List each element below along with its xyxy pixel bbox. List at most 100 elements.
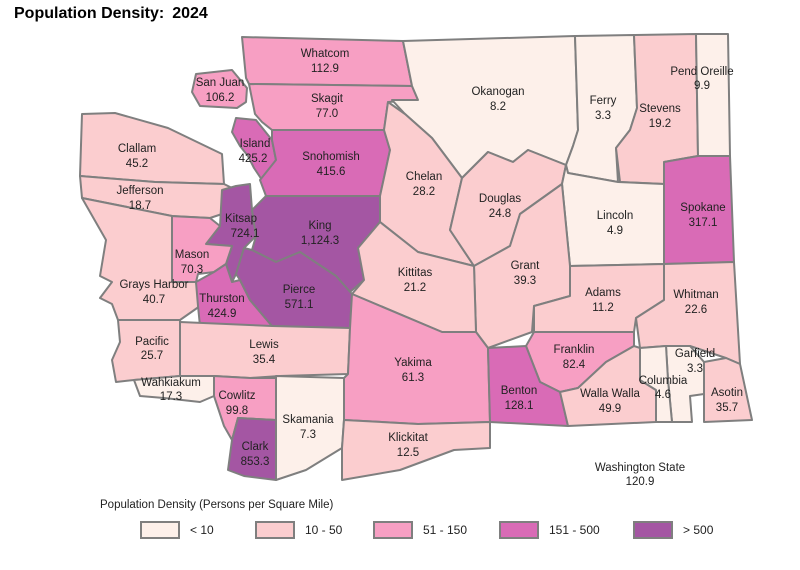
label-clallam-value: 45.2 xyxy=(126,158,148,170)
legend-item-gt500: > 500 xyxy=(633,521,748,539)
label-kitsap-name: Kitsap xyxy=(225,213,257,225)
label-lewis-value: 35.4 xyxy=(253,354,276,366)
label-island-value: 425.2 xyxy=(239,153,268,165)
label-columbia-value: 4.6 xyxy=(655,389,671,401)
label-adams-value: 11.2 xyxy=(592,302,614,314)
county-snohomish[interactable] xyxy=(259,129,391,197)
label-spokane-name: Spokane xyxy=(680,202,725,214)
label-wallawalla-value: 49.9 xyxy=(599,403,621,415)
state-total: Washington State 120.9 xyxy=(590,461,690,489)
label-douglas-value: 24.8 xyxy=(489,208,511,220)
label-asotin-value: 35.7 xyxy=(716,402,738,414)
label-wahkiakum-name: Wahkiakum xyxy=(141,377,201,389)
label-skamania-value: 7.3 xyxy=(300,429,316,441)
label-chelan-name: Chelan xyxy=(406,171,442,183)
label-clallam-name: Clallam xyxy=(118,143,156,155)
label-garfield-value: 3.3 xyxy=(687,363,703,375)
county-island[interactable] xyxy=(231,117,277,181)
county-clark[interactable] xyxy=(227,417,277,481)
label-mason-value: 70.3 xyxy=(181,264,203,276)
state-total-value: 120.9 xyxy=(625,476,655,488)
legend-swatch xyxy=(255,521,295,539)
legend-label: > 500 xyxy=(683,523,714,537)
label-whitman-value: 22.6 xyxy=(685,304,707,316)
label-thurston-name: Thurston xyxy=(199,293,244,305)
label-lincoln-value: 4.9 xyxy=(607,225,623,237)
label-klickitat-name: Klickitat xyxy=(388,432,428,444)
label-skagit-name: Skagit xyxy=(311,93,344,105)
county-pend-oreille[interactable] xyxy=(695,33,731,157)
county-san-juan[interactable] xyxy=(191,69,248,109)
label-pacific-name: Pacific xyxy=(135,336,169,348)
label-graysharbor-value: 40.7 xyxy=(143,294,165,306)
label-cowlitz-name: Cowlitz xyxy=(218,390,255,402)
label-whatcom-name: Whatcom xyxy=(301,48,350,60)
legend-swatch xyxy=(633,521,673,539)
legend-swatch xyxy=(140,521,180,539)
label-asotin-name: Asotin xyxy=(711,387,743,399)
label-kittitas-value: 21.2 xyxy=(404,282,426,294)
label-king-name: King xyxy=(308,220,331,232)
label-douglas-name: Douglas xyxy=(479,193,521,205)
legend-swatch xyxy=(499,521,539,539)
label-wahkiakum-value: 17.3 xyxy=(160,391,182,403)
legend-label: 151 - 500 xyxy=(549,523,600,537)
label-whitman-name: Whitman xyxy=(673,289,718,301)
legend-item-51-150: 51 - 150 xyxy=(373,521,499,539)
county-wahkiakum[interactable] xyxy=(133,375,215,403)
legend-label: 51 - 150 xyxy=(423,523,468,537)
county-klickitat[interactable] xyxy=(341,419,491,481)
legend-item-151-500: 151 - 500 xyxy=(499,521,633,539)
label-okanogan-value: 8.2 xyxy=(490,101,506,113)
label-okanogan-name: Okanogan xyxy=(471,86,524,98)
label-adams-name: Adams xyxy=(585,287,621,299)
state-total-name: Washington State xyxy=(594,462,686,474)
label-jefferson-name: Jefferson xyxy=(116,185,163,197)
legend-item-10-50: 10 - 50 xyxy=(255,521,373,539)
county-columbia[interactable] xyxy=(639,345,673,423)
label-whatcom-value: 112.9 xyxy=(311,63,339,75)
label-cowlitz-value: 99.8 xyxy=(226,405,248,417)
label-skamania-name: Skamania xyxy=(282,414,334,426)
label-stevens-name: Stevens xyxy=(639,103,681,115)
label-pendoreille-name: Pend Oreille xyxy=(670,66,733,78)
label-skagit-value: 77.0 xyxy=(316,108,338,120)
label-yakima-name: Yakima xyxy=(394,357,432,369)
label-franklin-value: 82.4 xyxy=(563,359,586,371)
label-grant-value: 39.3 xyxy=(514,275,536,287)
label-pierce-value: 571.1 xyxy=(285,299,314,311)
title-year: 2024 xyxy=(172,5,208,22)
label-pacific-value: 25.7 xyxy=(141,350,163,362)
label-pendoreille-value: 9.9 xyxy=(694,80,710,92)
label-island-name: Island xyxy=(240,138,271,150)
label-ferry-name: Ferry xyxy=(590,95,617,107)
label-yakima-value: 61.3 xyxy=(402,372,424,384)
label-benton-name: Benton xyxy=(501,385,537,397)
county-labels: Whatcom 112.9 San Juan 106.2 Skagit 77.0… xyxy=(116,48,743,468)
label-snohomish-value: 415.6 xyxy=(317,166,346,178)
county-skamania[interactable] xyxy=(275,375,345,481)
label-thurston-value: 424.9 xyxy=(208,308,237,320)
label-lewis-name: Lewis xyxy=(249,339,279,351)
county-whatcom[interactable] xyxy=(241,36,413,87)
label-chelan-value: 28.2 xyxy=(413,186,435,198)
legend-title: Population Density (Persons per Square M… xyxy=(100,499,334,511)
label-columbia-name: Columbia xyxy=(639,375,688,387)
label-mason-name: Mason xyxy=(175,249,210,261)
label-lincoln-name: Lincoln xyxy=(597,210,633,222)
label-snohomish-name: Snohomish xyxy=(302,151,360,163)
label-garfield-name: Garfield xyxy=(675,348,715,360)
legend-item-lt10: < 10 xyxy=(140,521,255,539)
label-wallawalla-name: Walla Walla xyxy=(580,388,640,400)
label-kittitas-name: Kittitas xyxy=(398,267,433,279)
label-grant-name: Grant xyxy=(511,260,541,272)
label-benton-value: 128.1 xyxy=(505,400,534,412)
county-asotin[interactable] xyxy=(703,357,753,423)
label-jefferson-value: 18.7 xyxy=(129,200,151,212)
label-clark-value: 853.3 xyxy=(241,456,270,468)
label-franklin-name: Franklin xyxy=(554,344,595,356)
label-clark-name: Clark xyxy=(242,441,269,453)
label-ferry-value: 3.3 xyxy=(595,110,611,122)
label-graysharbor-name: Grays Harbor xyxy=(119,279,188,291)
legend: < 10 10 - 50 51 - 150 151 - 500 > 500 xyxy=(140,521,748,539)
